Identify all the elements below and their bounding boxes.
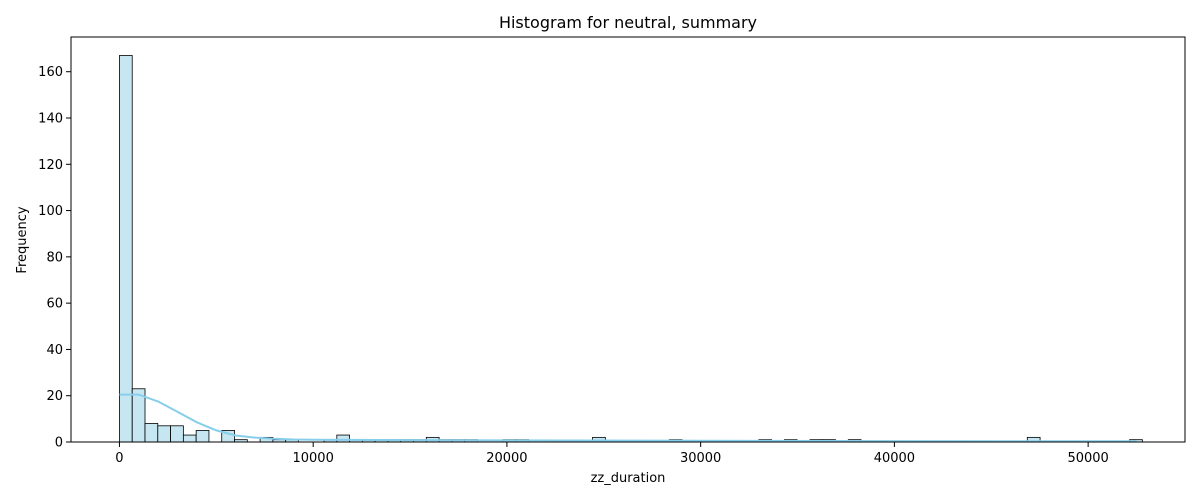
x-axis-label: zz_duration (591, 471, 666, 486)
kde-curve (119, 393, 1137, 443)
y-tick-label: 40 (46, 343, 63, 358)
histogram-bar (157, 425, 171, 443)
y-tick-label: 120 (38, 158, 63, 173)
chart-title: Histogram for neutral, summary (499, 13, 757, 32)
y-tick-label: 100 (38, 204, 63, 219)
histogram-bar (182, 434, 197, 443)
y-tick-label: 0 (55, 436, 63, 451)
x-tick-label: 0 (115, 451, 123, 466)
x-tick-label: 20000 (486, 451, 527, 466)
y-tick-label: 80 (46, 250, 63, 265)
y-axis-label: Frequency (15, 206, 30, 273)
y-tick-label: 60 (46, 297, 63, 312)
x-tick-label: 30000 (680, 451, 721, 466)
histogram-bar (170, 425, 184, 443)
x-tick-label: 40000 (874, 451, 915, 466)
y-axis-ticks: 0 20 40 60 80 100 120 140 160 (38, 65, 71, 451)
histogram-bar (336, 434, 350, 443)
x-axis-ticks: 0 10000 20000 30000 40000 50000 (115, 442, 1109, 466)
y-tick-label: 160 (38, 65, 63, 80)
x-tick-label: 50000 (1067, 451, 1108, 466)
histogram-bars (119, 55, 1143, 443)
histogram-bar (144, 423, 159, 443)
y-tick-label: 20 (46, 389, 63, 404)
plot-frame (70, 36, 1186, 443)
y-tick-label: 140 (38, 112, 63, 127)
x-tick-label: 10000 (292, 451, 333, 466)
histogram-bar (119, 55, 133, 443)
histogram-bar (195, 430, 210, 443)
